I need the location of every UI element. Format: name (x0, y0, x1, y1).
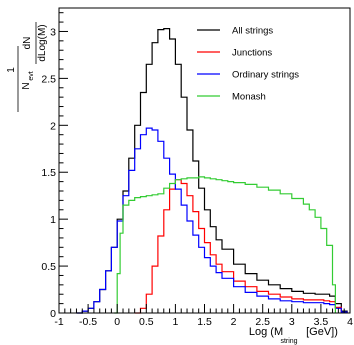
x-tick-label: 3.5 (314, 316, 329, 328)
x-tick-label: 3 (289, 316, 295, 328)
x-tick-label: 4 (347, 316, 353, 328)
legend-label: Monash (232, 92, 266, 103)
x-tick-label: 0 (114, 316, 120, 328)
series-layer (76, 28, 348, 314)
series-line-monash (114, 176, 336, 314)
series-line-ordinary-strings (76, 127, 348, 314)
x-tick-label: 2 (231, 316, 237, 328)
tick-layer: -1 -0.5 0 0.5 1 1.5 2 2.5 3 3.5 4 0 0.5 1 1.5 2 2.5 3 (41, 12, 353, 328)
legend-label: All strings (232, 26, 273, 37)
y-label-n: N (21, 82, 32, 89)
y-label-n-sub: evt (28, 71, 35, 80)
y-tick-label: 1.5 (41, 167, 56, 179)
x-label-sub: string (280, 338, 297, 345)
x-axis-label: Log (M string [GeV]) (249, 326, 338, 345)
x-label-main: Log (M (249, 326, 283, 338)
y-tick-label: 2.5 (41, 73, 56, 85)
x-tick-label: 1.5 (197, 316, 212, 328)
y-axis-label: 1 N evt dN dLog(M) (6, 22, 48, 112)
y-label-denominator: dLog(M) (37, 24, 48, 61)
y-tick-label: 2 (50, 120, 56, 132)
x-tick-label: 0.5 (139, 316, 154, 328)
y-tick-label: 0.5 (41, 261, 56, 273)
y-label-numerator: dN (22, 37, 33, 50)
y-label-prefix: 1 (6, 67, 17, 73)
x-tick-label: -0.5 (79, 316, 97, 328)
x-tick-label: -1 (54, 316, 63, 328)
series-line-junctions (134, 179, 348, 314)
legend: All strings Junctions Ordinary strings Mona… (197, 26, 299, 103)
x-tick-label: 2.5 (255, 316, 270, 328)
y-tick-label: 3 (50, 26, 56, 38)
y-tick-label: 1 (50, 214, 56, 226)
legend-label: Ordinary strings (232, 70, 299, 81)
x-label-tail: [GeV]) (306, 326, 338, 338)
x-tick-label: 1 (172, 316, 178, 328)
y-tick-label: 0 (50, 308, 56, 320)
legend-label: Junctions (232, 48, 272, 59)
